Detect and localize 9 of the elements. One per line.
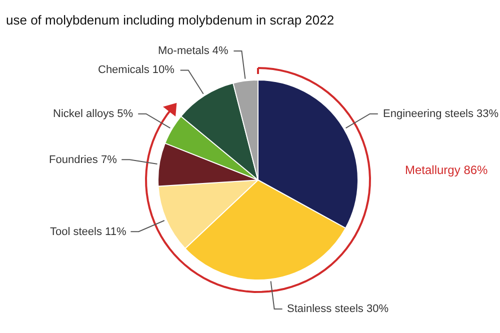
slice-label: Mo-metals 4% — [158, 45, 229, 57]
slice-label: Nickel alloys 5% — [53, 108, 134, 120]
slice-label: Chemicals 10% — [98, 64, 175, 76]
slice-label: Foundries 7% — [49, 154, 118, 166]
slice-label: Tool steels 11% — [50, 226, 126, 238]
chart-title: use of molybdenum including molybdenum in scrap 2022 — [6, 12, 334, 28]
slice-label: Stainless steels 30% — [287, 303, 389, 315]
slice-label: Engineering steels 33% — [383, 108, 499, 120]
text: Metallurgy 86% — [405, 163, 488, 177]
